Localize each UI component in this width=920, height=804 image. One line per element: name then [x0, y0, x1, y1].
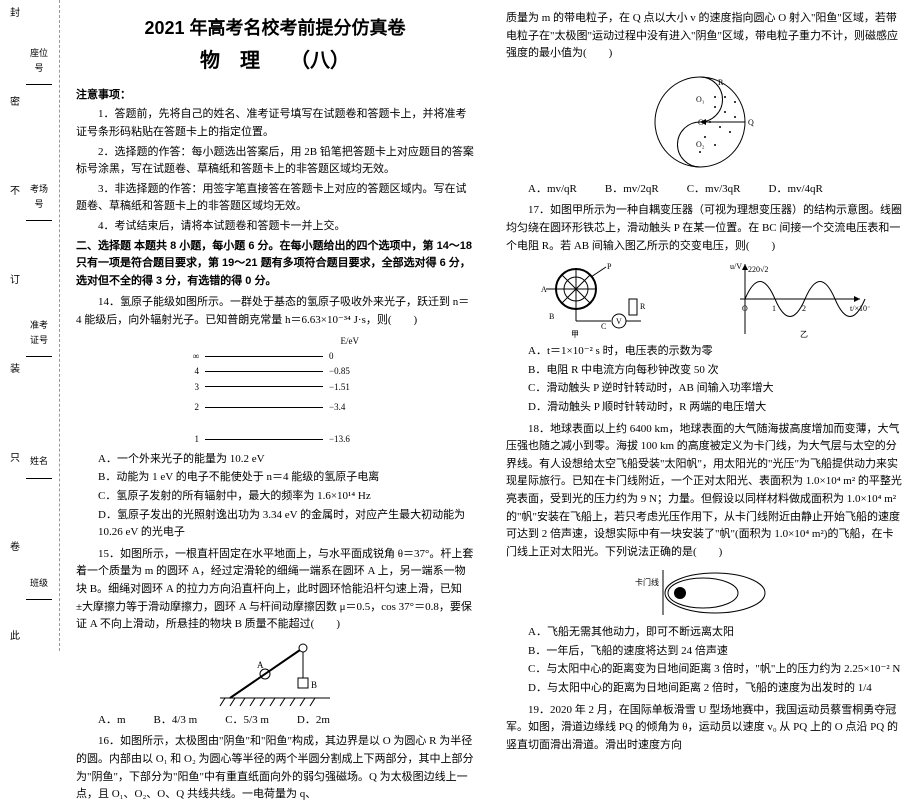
svg-text:R: R [640, 302, 646, 311]
option: D．氢原子发出的光照射逸出功为 3.34 eV 的金属时，对应产生最大初动能为 … [98, 507, 474, 542]
svg-text:u/V: u/V [730, 262, 742, 271]
option: B．动能为 1 eV 的电子不能使处于 n＝4 能级的氢原子电离 [98, 469, 474, 487]
option: D．滑动触头 P 顺时针转动时，R 两端的电压增大 [528, 399, 904, 417]
notice-item: 3．非选择题的作答：用签字笔直接答在答题卡上对应的答题区域内。写在试题卷、草稿纸… [76, 181, 474, 216]
gutter-marker: 订 [10, 273, 20, 289]
notice-item: 1．答题前，先将自己的姓名、准考证号填写在试题卷和答题卡上，并将准考证号条形码粘… [76, 106, 474, 141]
svg-text:A: A [541, 285, 547, 294]
option: B．4/3 m [154, 712, 198, 730]
gutter-label: 姓名 [30, 456, 48, 466]
q16-stem: 16．如图所示，太极图由"阴鱼"和"阳鱼"构成，其边界是以 O 为圆心 R 为半… [76, 733, 474, 803]
gutter-marker: 此 [10, 629, 20, 645]
option: D．与太阳中心的距离为日地间距离 2 倍时，飞船的速度为出发时的 1/4 [528, 680, 904, 698]
svg-text:P: P [607, 262, 612, 271]
option: B．电阻 R 中电流方向每秒钟改变 50 次 [528, 362, 904, 380]
svg-text:t/×10⁻² s: t/×10⁻² s [850, 304, 870, 313]
option: A．飞船无需其他动力，即可不断远离太阳 [528, 624, 904, 642]
q14-energy-diagram: E/eV ∞0 4−0.85 3−1.51 2−3.4 1−13.6 [185, 334, 365, 447]
gutter-label: 班级 [30, 578, 48, 588]
gutter-marker: 封 [10, 6, 20, 22]
notice-item: 4．考试结束后，请将本试题卷和答题卡一并上交。 [76, 218, 474, 236]
q18-options: A．飞船无需其他动力，即可不断远离太阳 B．一年后，飞船的速度将达到 24 倍声… [506, 624, 904, 697]
q14-stem: 14．氢原子能级如图所示。一群处于基态的氢原子吸收外来光子，跃迁到 n＝4 能级… [76, 294, 474, 329]
binding-gutter: 封 密 不 订 装 只 卷 此 座位号 考场号 准考证号 姓名 班级 [0, 0, 60, 651]
option: C．滑动触头 P 逆时针转动时，AB 间输入功率增大 [528, 380, 904, 398]
q18-stem: 18．地球表面以上约 6400 km，地球表面的大气随海拔高度增加而变薄，大气压… [506, 421, 904, 562]
gutter-id-labels: 座位号 考场号 准考证号 姓名 班级 [28, 0, 50, 651]
notice-head: 注意事项： [76, 87, 474, 105]
energy-header: E/eV [185, 334, 365, 348]
svg-text:B: B [549, 312, 554, 321]
svg-text:O: O [742, 304, 748, 313]
option: C．5/3 m [225, 712, 269, 730]
svg-text:1: 1 [772, 304, 776, 313]
option: A．mv/qR [528, 181, 577, 199]
option: D．2m [297, 712, 330, 730]
option: D．mv/4qR [769, 181, 823, 199]
option: B．一年后，飞船的速度将达到 24 倍声速 [528, 643, 904, 661]
svg-text:甲: 甲 [571, 330, 579, 339]
svg-text:220√2: 220√2 [748, 265, 768, 274]
option: A．一个外来光子的能量为 10.2 eV [98, 451, 474, 469]
title-sub: 物 理 （八） [76, 45, 474, 77]
svg-text:卡门线: 卡门线 [635, 577, 659, 587]
section2-head: 二、选择题 本题共 8 小题，每小题 6 分。在每小题给出的四个选项中，第 14… [76, 238, 474, 291]
svg-text:C: C [601, 322, 606, 331]
option: C．氢原子发射的所有辐射中，最大的频率为 1.6×10¹⁴ Hz [98, 488, 474, 506]
gutter-marker: 卷 [10, 540, 20, 556]
gutter-markers: 封 密 不 订 装 只 卷 此 [6, 0, 24, 651]
gutter-marker: 装 [10, 362, 20, 378]
option: C．与太阳中心的距离变为日地间距离 3 倍时，"帆"上的压力约为 2.25×10… [528, 661, 904, 679]
q16-diagram: O O₁ O₂ Q R [506, 67, 904, 177]
gutter-label: 座位号 [30, 48, 48, 72]
column-left: 2021 年高考名校考前提分仿真卷 物 理 （八） 注意事项： 1．答题前，先将… [60, 0, 490, 651]
column-right: 质量为 m 的带电粒子，在 Q 点以大小 v 的速度指向圆心 O 射入"阳鱼"区… [490, 0, 920, 651]
gutter-marker: 只 [10, 451, 20, 467]
option: A．t＝1×10⁻² s 时，电压表的示数为零 [528, 343, 904, 361]
q17-options: A．t＝1×10⁻² s 时，电压表的示数为零 B．电阻 R 中电流方向每秒钟改… [506, 343, 904, 416]
q17-stem: 17．如图甲所示为一种自耦变压器（可视为理想变压器）的结构示意图。线圈均匀绕在圆… [506, 202, 904, 255]
svg-text:Q: Q [748, 118, 754, 127]
title-main: 2021 年高考名校考前提分仿真卷 [76, 14, 474, 43]
q18-diagram: 卡门线 [506, 565, 904, 620]
q15-options: A．m B．4/3 m C．5/3 m D．2m [76, 712, 474, 730]
q16-stem2: 质量为 m 的带电粒子，在 Q 点以大小 v 的速度指向圆心 O 射入"阳鱼"区… [506, 10, 904, 63]
svg-text:O₁: O₁ [696, 95, 705, 104]
gutter-marker: 密 [10, 95, 20, 111]
q15-stem: 15．如图所示，一根直杆固定在水平地面上，与水平面成锐角 θ＝37°。杆上套着一… [76, 546, 474, 634]
option: C．mv/3qR [687, 181, 741, 199]
svg-text:B: B [311, 680, 317, 690]
q16-options: A．mv/qR B．mv/2qR C．mv/3qR D．mv/4qR [506, 181, 904, 199]
svg-text:O₂: O₂ [696, 140, 705, 149]
svg-text:R: R [718, 78, 724, 87]
option: B．mv/2qR [605, 181, 659, 199]
notice-item: 2．选择题的作答：每小题选出答案后，用 2B 铅笔把答题卡上对应题目的答案标号涂… [76, 144, 474, 179]
exam-page: 封 密 不 订 装 只 卷 此 座位号 考场号 准考证号 姓名 班级 2021 … [0, 0, 920, 651]
q19-stem: 19．2020 年 2 月，在国际单板滑雪 U 型场地赛中，我国运动员蔡雪桐勇夺… [506, 702, 904, 755]
gutter-label: 准考证号 [30, 320, 48, 344]
q14-options: A．一个外来光子的能量为 10.2 eV B．动能为 1 eV 的电子不能使处于… [76, 451, 474, 542]
svg-text:V: V [616, 317, 622, 326]
q15-diagram: A B [76, 638, 474, 708]
svg-text:2: 2 [802, 304, 806, 313]
gutter-marker: 不 [10, 184, 20, 200]
gutter-label: 考场号 [30, 184, 48, 208]
option: A．m [98, 712, 126, 730]
svg-text:A: A [257, 660, 264, 670]
svg-text:乙: 乙 [800, 330, 808, 339]
q17-diagram: P A V R 甲 B C u/V t/×10⁻² s 220√2 [506, 259, 904, 339]
